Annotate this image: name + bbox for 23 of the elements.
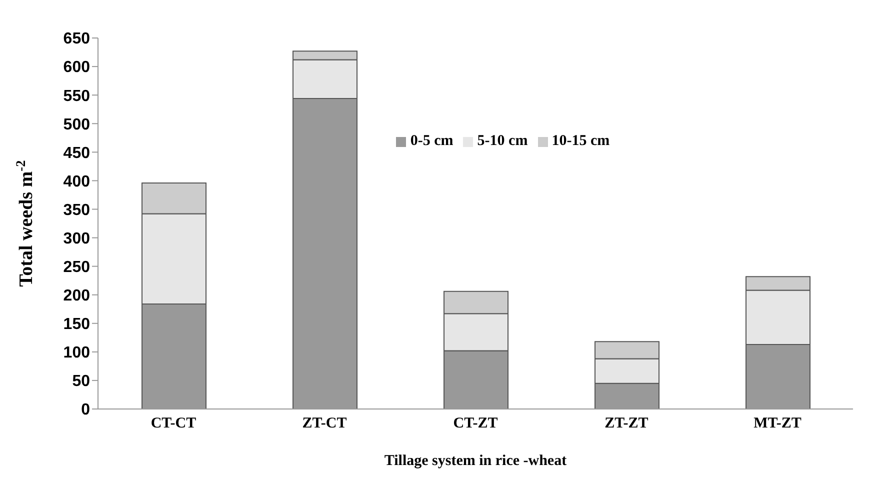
y-tick-label: 200	[63, 288, 90, 305]
y-tick-label: 250	[63, 258, 90, 276]
legend-label: 0-5 cm	[410, 133, 454, 149]
x-tick-label: CT-ZT	[453, 416, 498, 432]
y-tick-label: 50	[72, 373, 90, 390]
y-tick-label: 500	[63, 116, 90, 134]
x-tick-label: MT-ZT	[754, 416, 802, 432]
y-tick-label: 400	[63, 173, 90, 190]
y-tick-label: 100	[63, 344, 90, 362]
y-tick-label: 650	[63, 30, 90, 48]
y-tick-label: 350	[63, 202, 90, 219]
x-tick-label: ZT-CT	[302, 416, 347, 432]
legend-label: 10-15 cm	[552, 133, 610, 149]
x-tick-label: ZT-ZT	[604, 416, 648, 432]
x-tick-label: CT-CT	[150, 416, 196, 432]
y-tick-label: 150	[63, 316, 90, 334]
y-tick-label: 550	[63, 88, 90, 105]
x-axis-title: Tillage system in rice -wheat	[384, 453, 567, 469]
y-tick-label: 0	[81, 402, 90, 419]
legend-label: 5-10 cm	[477, 133, 528, 149]
y-tick-label: 600	[63, 59, 90, 76]
y-tick-label: 300	[63, 230, 90, 248]
y-tick-label: 450	[63, 144, 90, 162]
